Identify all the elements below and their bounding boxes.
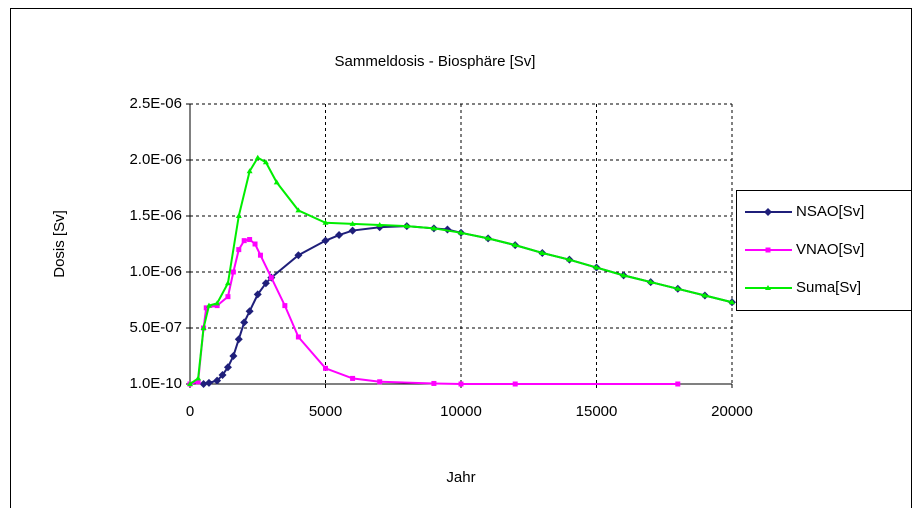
x-tick-label: 15000 (576, 403, 618, 420)
data-point (245, 307, 254, 316)
data-point (431, 380, 437, 386)
data-point (214, 300, 221, 306)
data-point (262, 159, 269, 165)
data-point (241, 238, 247, 244)
data-point (230, 269, 236, 275)
data-point (295, 334, 301, 340)
data-point (253, 290, 262, 299)
data-point (539, 249, 546, 255)
data-point (200, 325, 207, 331)
data-point (675, 381, 681, 387)
data-point (294, 251, 303, 260)
data-point (203, 305, 209, 311)
data-point (252, 241, 258, 247)
data-point (187, 381, 193, 386)
data-point (199, 380, 208, 388)
chart-title: Sammeldosis - Biosphäre [Sv] (335, 53, 536, 70)
y-tick-label: 1.0E-06 (129, 263, 182, 280)
data-point (240, 318, 249, 327)
data-point (282, 303, 288, 309)
x-tick-label: 0 (186, 403, 194, 420)
data-point (674, 285, 681, 291)
data-point (350, 375, 356, 381)
data-point (247, 237, 253, 243)
data-point (235, 213, 242, 219)
data-point (236, 247, 242, 253)
legend-label: NSAO[Sv] (796, 203, 864, 220)
legend-marker (765, 285, 771, 290)
data-point (218, 371, 227, 380)
data-point (295, 207, 302, 213)
y-tick-label: 5.0E-07 (129, 319, 182, 336)
data-point (729, 299, 735, 305)
data-point (512, 381, 518, 387)
data-point (566, 256, 573, 262)
data-point (195, 375, 202, 381)
data-point (458, 381, 464, 387)
data-point (485, 235, 492, 241)
data-point (647, 279, 654, 285)
x-axis-label: Jahr (446, 469, 475, 486)
data-point (204, 378, 213, 387)
y-tick-label: 2.5E-06 (129, 95, 182, 112)
data-point (377, 379, 383, 385)
series-line (189, 156, 733, 385)
y-tick-label: 2.0E-06 (129, 151, 182, 168)
y-tick-label: 1.5E-06 (129, 207, 182, 224)
data-point (223, 363, 232, 372)
data-point (348, 226, 357, 235)
data-point (323, 365, 328, 371)
data-point (257, 252, 263, 258)
y-axis-label: Dosis [Sv] (51, 210, 68, 278)
data-point (224, 280, 231, 286)
data-point (214, 303, 220, 309)
legend-marker (764, 208, 772, 216)
data-point (349, 220, 356, 226)
data-point (593, 264, 600, 270)
data-point (268, 275, 274, 281)
data-point (701, 292, 708, 298)
data-point (213, 376, 222, 385)
data-point (458, 229, 464, 235)
x-tick-label: 10000 (440, 403, 482, 420)
data-point (229, 352, 238, 361)
y-tick-label: 1.0E-10 (129, 375, 182, 392)
data-point (335, 231, 344, 240)
data-point (254, 154, 261, 160)
series-line (189, 238, 678, 385)
data-point (403, 223, 410, 229)
data-point (234, 335, 243, 344)
data-point (620, 272, 627, 278)
data-point (430, 225, 437, 231)
data-point (322, 219, 329, 225)
data-point (246, 168, 253, 174)
legend-label: Suma[Sv] (796, 279, 861, 296)
data-point (273, 179, 280, 185)
x-tick-label: 5000 (309, 403, 342, 420)
data-point (261, 279, 270, 288)
legend-label: VNAO[Sv] (796, 241, 864, 258)
data-point (205, 302, 212, 308)
data-point (225, 294, 231, 300)
data-point (512, 242, 519, 248)
x-tick-label: 20000 (711, 403, 753, 420)
data-point (321, 236, 330, 245)
data-point (195, 379, 201, 385)
legend-marker (765, 247, 771, 253)
data-point (376, 221, 383, 227)
